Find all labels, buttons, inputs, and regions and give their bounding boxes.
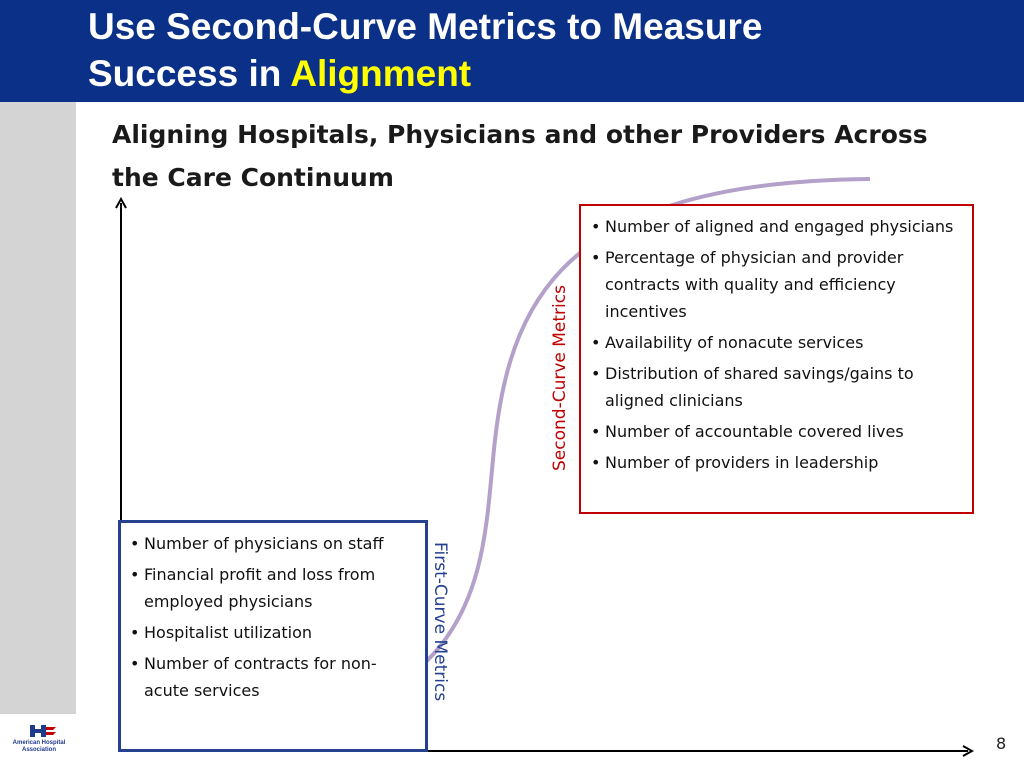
left-decorative-bar xyxy=(0,102,76,714)
list-item: • Number of physicians on staff xyxy=(130,534,384,553)
title-line-1: Use Second-Curve Metrics to Measure xyxy=(88,6,763,47)
title-banner: Use Second-Curve Metrics to Measure Succ… xyxy=(0,0,1024,102)
slide-title: Use Second-Curve Metrics to Measure Succ… xyxy=(88,3,762,97)
list-item: • Availability of nonacute services xyxy=(591,333,864,352)
list-item: • Number of accountable covered lives xyxy=(591,422,904,441)
second-curve-label: Second-Curve Metrics xyxy=(550,285,570,471)
list-item: • Number of providers in leadership xyxy=(591,453,879,472)
second-curve-metrics-list: • Number of aligned and engaged physician… xyxy=(590,213,962,476)
first-curve-label: First-Curve Metrics xyxy=(430,542,450,702)
first-curve-metrics-list: • Number of physicians on staff • Financia… xyxy=(129,530,417,704)
aha-logo: American Hospital Association xyxy=(8,724,70,762)
list-item: • Number of aligned and engaged physician… xyxy=(591,217,954,236)
list-item: • Hospitalist utilization xyxy=(130,623,313,642)
aha-logo-text: American Hospital Association xyxy=(12,740,66,753)
page-number: 8 xyxy=(996,734,1007,753)
list-item: • Financial profit and loss from employed… xyxy=(130,565,376,611)
slide-subtitle: Aligning Hospitals, Physicians and other… xyxy=(112,120,928,192)
second-curve-metrics-box: • Number of aligned and engaged physician… xyxy=(579,204,974,514)
aha-logo-icon xyxy=(30,725,56,737)
title-line-2-prefix: Success in xyxy=(88,53,291,94)
list-item: • Distribution of shared savings/gains to… xyxy=(591,364,914,410)
title-accent-word: Alignment xyxy=(290,53,472,94)
list-item: • Percentage of physician and provider co… xyxy=(591,248,904,321)
first-curve-metrics-box: • Number of physicians on staff • Financia… xyxy=(118,520,428,752)
list-item: • Number of contracts for non-acute servi… xyxy=(130,654,377,700)
